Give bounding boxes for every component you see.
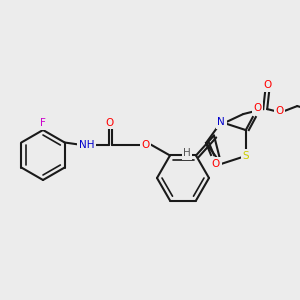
Text: O: O [275,106,283,116]
Text: NH: NH [79,140,94,149]
Text: O: O [254,103,262,113]
Text: H: H [183,148,191,158]
Text: S: S [242,151,249,161]
Text: O: O [106,118,114,128]
Text: O: O [263,80,271,90]
Text: F: F [40,118,46,128]
Text: O: O [142,140,150,149]
Text: N: N [217,117,225,127]
Text: O: O [212,159,220,169]
